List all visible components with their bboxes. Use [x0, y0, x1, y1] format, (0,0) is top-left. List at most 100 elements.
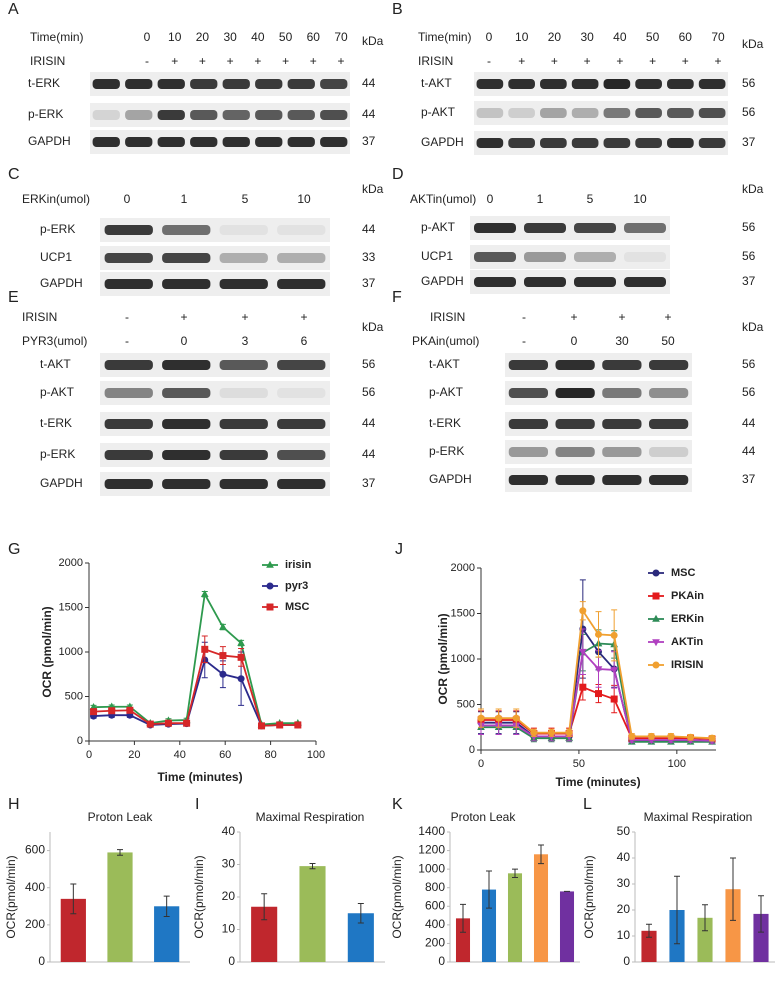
bar	[455, 918, 471, 962]
band-label: p-ERK	[429, 444, 464, 458]
band	[540, 108, 567, 118]
band	[104, 225, 153, 235]
lane-label: +	[649, 54, 656, 68]
header-label: IRISIN	[30, 54, 65, 68]
band	[603, 79, 631, 89]
kda-header: kDa	[362, 320, 384, 334]
lane-label: 10	[297, 192, 311, 206]
band	[571, 108, 599, 118]
marker	[237, 675, 245, 683]
y-tick-label: 200	[25, 917, 45, 931]
lane-label: 0	[571, 334, 578, 348]
band	[648, 475, 689, 485]
bar	[299, 866, 326, 962]
marker	[548, 729, 555, 737]
band	[698, 108, 726, 118]
band	[474, 277, 516, 287]
lane-label: -	[125, 310, 129, 324]
panel-label: E	[8, 289, 19, 306]
band	[277, 388, 326, 398]
band	[162, 225, 211, 235]
band	[648, 447, 689, 457]
lane-label: 3	[242, 334, 249, 348]
lane-label: 40	[251, 30, 265, 44]
band	[277, 419, 326, 429]
lane-label: 0	[486, 30, 493, 44]
band	[162, 360, 211, 370]
band	[125, 110, 153, 120]
band	[476, 79, 504, 89]
error-bar	[486, 870, 492, 909]
lane-label: 40	[613, 30, 627, 44]
marker	[579, 607, 587, 615]
y-tick-label: 20	[617, 902, 631, 916]
band	[104, 279, 153, 289]
kda-value: 44	[362, 107, 376, 121]
y-tick-label: 10	[222, 922, 236, 936]
y-axis-label: OCR (pmol/min)	[436, 613, 450, 704]
band	[162, 479, 211, 489]
band	[162, 279, 211, 289]
error-bar	[117, 849, 123, 856]
marker	[201, 645, 209, 653]
lane-label: +	[241, 310, 248, 324]
marker	[183, 719, 191, 727]
marker	[266, 603, 274, 611]
marker	[530, 729, 538, 737]
lane-label: +	[337, 54, 344, 68]
legend-label: ERKin	[671, 613, 704, 625]
lane-label: 10	[168, 30, 182, 44]
y-axis-label: OCR (pmol/min)	[40, 606, 54, 697]
marker	[579, 683, 587, 691]
band	[508, 360, 549, 370]
kda-value: 37	[742, 135, 756, 149]
band	[255, 110, 283, 120]
band	[277, 279, 326, 289]
band	[602, 475, 642, 485]
y-tick-label: 10	[617, 928, 631, 942]
band	[555, 419, 595, 429]
marker	[594, 666, 603, 674]
legend-label: IRISIN	[671, 659, 703, 671]
bar	[507, 873, 523, 962]
band	[635, 108, 662, 118]
header-label: IRISIN	[430, 310, 465, 324]
series-line	[93, 591, 298, 726]
band	[287, 79, 315, 89]
lane-label: +	[584, 54, 591, 68]
band	[104, 450, 153, 460]
band	[667, 108, 694, 118]
kda-value: 44	[362, 416, 376, 430]
lane-label: 20	[196, 30, 210, 44]
band	[277, 360, 326, 370]
lane-label: 30	[615, 334, 629, 348]
kda-value: 37	[742, 274, 756, 288]
band	[104, 360, 153, 370]
marker	[219, 652, 227, 660]
panel-label: H	[8, 796, 20, 813]
band	[474, 252, 516, 262]
kda-header: kDa	[362, 182, 384, 196]
band	[508, 419, 549, 429]
band	[574, 277, 616, 287]
band	[602, 419, 642, 429]
y-tick-label: 600	[25, 843, 45, 857]
marker	[219, 670, 227, 678]
band	[157, 79, 185, 89]
error-bar	[538, 844, 544, 865]
x-tick-label: 40	[174, 749, 186, 761]
panel-label: D	[392, 166, 404, 183]
lane-label: +	[551, 54, 558, 68]
y-tick-label: 500	[65, 690, 83, 702]
y-tick-label: 1200	[418, 843, 445, 857]
band	[277, 253, 326, 263]
band	[320, 137, 348, 147]
marker	[266, 582, 274, 590]
band-label: GAPDH	[40, 276, 83, 290]
band	[508, 79, 535, 89]
band	[635, 79, 662, 89]
y-axis-label: OCR(pmol/min)	[582, 855, 596, 938]
panel-label: B	[392, 1, 403, 18]
bar	[753, 913, 769, 962]
